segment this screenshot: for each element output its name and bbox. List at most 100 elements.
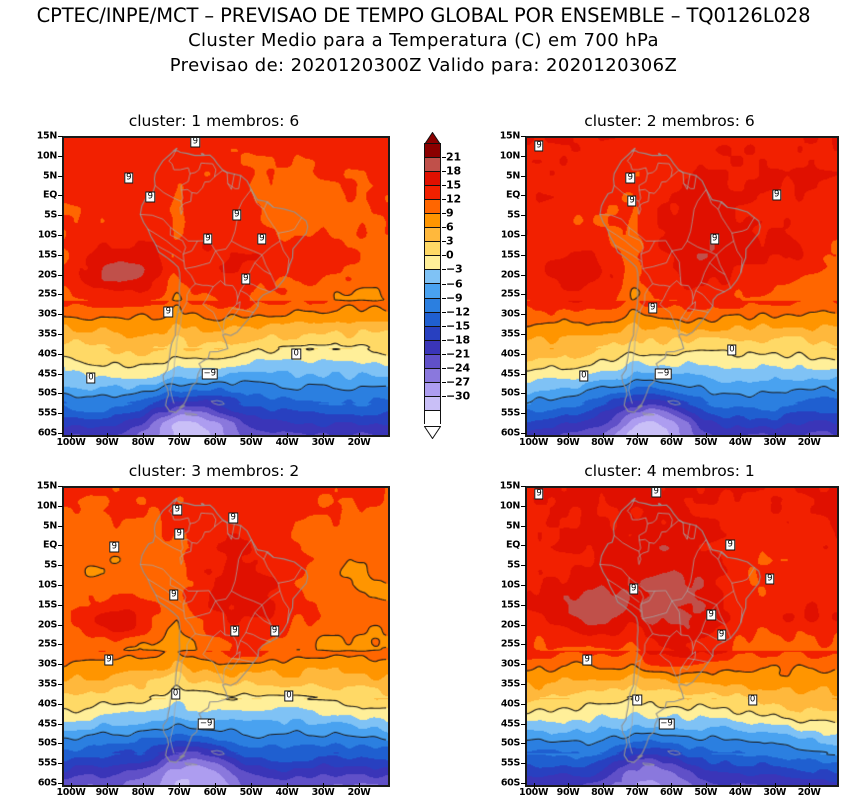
contour-label: 9 <box>169 589 179 601</box>
y-axis-label: EQ <box>506 189 520 201</box>
y-axis-tick <box>58 433 63 434</box>
contour-label: 9 <box>534 140 544 152</box>
colorbar-arrow-min <box>423 424 442 440</box>
y-axis-label: 30S <box>37 308 57 320</box>
colorbar-tick-label: 0 <box>446 248 454 262</box>
x-axis-tick <box>359 783 360 788</box>
y-axis-label: 20S <box>500 619 520 631</box>
y-axis-label: 5S <box>44 209 57 221</box>
colorbar-swatch <box>425 214 440 229</box>
y-axis-label: 35S <box>37 328 57 340</box>
header-line-model: CPTEC/INPE/MCT – PREVISAO DE TEMPO GLOBA… <box>36 4 811 27</box>
x-axis-tick <box>740 433 742 438</box>
y-axis-label: 40S <box>500 698 520 710</box>
map-panel-cluster-3: cluster: 3 membros: 2 9 9 9 9 9 9 9 9 0 0 −9 15N 10… <box>34 462 394 802</box>
colorbar-swatch <box>425 242 440 257</box>
colorbar-swatch <box>425 228 440 243</box>
x-axis-label: 60W <box>659 787 683 798</box>
y-axis-label: EQ <box>43 539 57 551</box>
x-axis-label: 100W <box>519 787 549 798</box>
colorbar-swatch <box>425 186 440 201</box>
plot-area-cluster-2[interactable]: 9 9 9 9 9 9 0 0 −9 <box>525 136 839 437</box>
x-axis-tick <box>774 433 776 438</box>
contour-label: 9 <box>629 583 639 595</box>
contour-label: 9 <box>174 528 184 540</box>
x-axis-label: 70W <box>167 787 191 798</box>
y-axis-tick <box>521 763 526 765</box>
contour-label: 0 <box>747 694 758 706</box>
contour-label: 9 <box>228 512 238 524</box>
colorbar-tick <box>442 199 446 201</box>
contour-label: 9 <box>241 273 251 285</box>
y-axis-tick <box>58 195 63 197</box>
panel-title-cluster-3: cluster: 3 membros: 2 <box>128 462 300 480</box>
colorbar-tick <box>442 297 446 299</box>
contour-label: 9 <box>716 629 727 641</box>
x-axis-label: 70W <box>625 787 649 798</box>
header-line-validity: Previsao de: 2020120300Z Valido para: 20… <box>169 55 678 76</box>
y-axis-label: EQ <box>43 189 57 201</box>
y-axis-label: 30S <box>37 658 57 670</box>
plot-area-cluster-1[interactable]: 9 9 9 9 9 9 9 9 0 0 −9 <box>62 136 390 437</box>
y-axis-label: 10N <box>36 150 58 162</box>
y-axis-label: 5N <box>506 520 520 532</box>
y-axis-label: EQ <box>506 539 520 551</box>
y-axis-label: 10S <box>500 579 520 591</box>
y-axis-tick <box>58 783 63 784</box>
plot-area-cluster-4[interactable]: 9 9 9 9 9 9 9 9 0 0 −9 <box>525 486 839 787</box>
plot-area-cluster-3[interactable]: 9 9 9 9 9 9 9 9 0 0 −9 <box>62 486 390 787</box>
x-axis-label: 20W <box>347 437 371 448</box>
y-axis-label: 10S <box>37 229 57 241</box>
colorbar-tick <box>442 339 446 341</box>
x-axis-tick <box>533 783 535 788</box>
header-line-variable: Cluster Medio para a Temperatura (C) em … <box>188 30 659 51</box>
x-axis-label: 40W <box>728 437 752 448</box>
colorbar-tick <box>442 269 446 271</box>
colorbar-swatch <box>425 270 440 285</box>
colorbar-tick-label: −27 <box>446 375 470 389</box>
colorbar-tick-label: −24 <box>446 361 470 375</box>
x-axis-label: 50W <box>694 787 718 798</box>
y-axis-tick <box>58 254 63 256</box>
x-axis-tick <box>809 783 811 788</box>
x-axis-label: 70W <box>167 437 191 448</box>
y-axis-label: 15S <box>500 249 520 261</box>
colorbar-swatch <box>425 200 440 215</box>
colorbar-swatch <box>425 340 440 355</box>
y-axis-tick <box>58 353 63 355</box>
contour-label: 9 <box>648 302 658 314</box>
y-axis-tick <box>521 155 526 157</box>
colorbar-tick-label: 9 <box>446 206 454 220</box>
colorbar-swatch <box>425 284 440 299</box>
y-axis-tick <box>521 353 526 355</box>
y-axis-tick <box>521 604 526 606</box>
colorbar-tick-label: −12 <box>446 305 470 319</box>
y-axis-tick <box>58 624 63 626</box>
y-axis-label: 40S <box>37 698 57 710</box>
y-axis-tick <box>521 373 526 375</box>
x-axis-tick <box>143 433 144 438</box>
colorbar-arrow-max <box>423 130 442 145</box>
x-axis-label: 20W <box>347 787 371 798</box>
y-axis-tick <box>521 684 526 685</box>
y-axis-tick <box>58 373 63 375</box>
contour-label: 0 <box>579 370 589 382</box>
colorbar-tick-label: 6 <box>446 220 454 234</box>
y-axis-tick <box>521 195 526 197</box>
map-field-cluster-2 <box>527 138 837 435</box>
x-axis-label: 30W <box>311 787 335 798</box>
x-axis-label: 60W <box>659 437 683 448</box>
x-axis-tick <box>602 433 604 438</box>
y-axis-tick <box>58 294 63 296</box>
x-axis-label: 90W <box>556 787 580 798</box>
colorbar-tick <box>442 367 446 369</box>
y-axis-tick <box>521 175 526 177</box>
panel-title-cluster-1: cluster: 1 membros: 6 <box>128 112 300 130</box>
x-axis-label: 60W <box>203 787 227 798</box>
colorbar-tick-label: 21 <box>446 150 461 164</box>
y-axis-label: 40S <box>500 348 520 360</box>
y-axis-tick <box>521 505 526 507</box>
y-axis-label: 50S <box>500 387 520 399</box>
x-axis-label: 80W <box>131 437 155 448</box>
contour-label: −9 <box>197 718 215 730</box>
